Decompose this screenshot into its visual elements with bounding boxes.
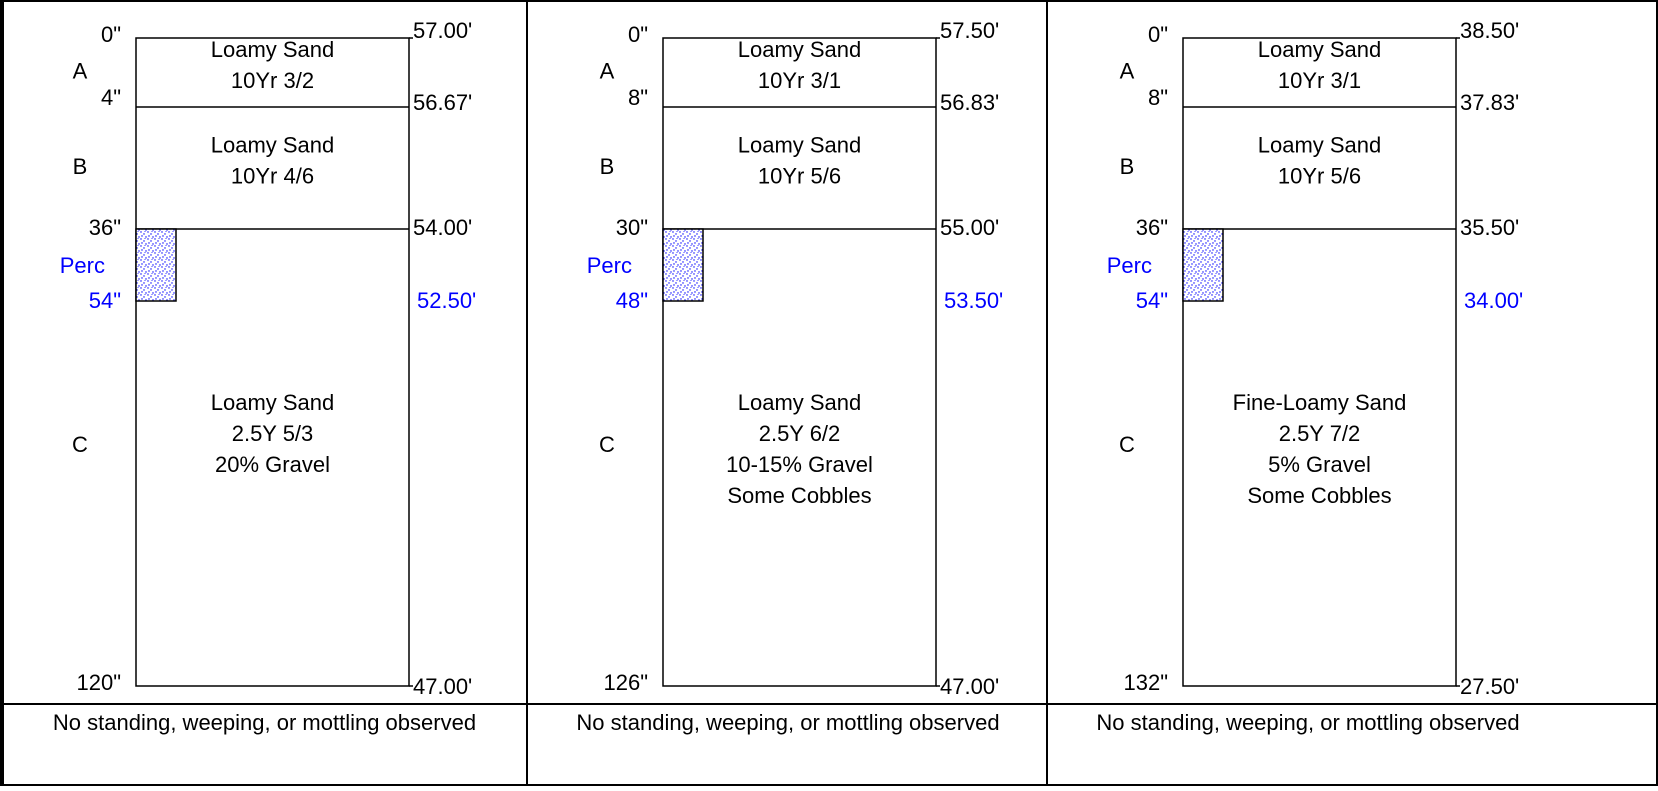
horizon-code: B [73, 154, 88, 179]
horizon-code: B [600, 154, 615, 179]
horizon-description: 5% Gravel [1268, 452, 1371, 477]
depth-label: 126" [603, 670, 648, 695]
horizon-description: Loamy Sand [211, 390, 335, 415]
horizon-description: 2.5Y 6/2 [759, 421, 841, 446]
perc-depth-label: 48" [616, 288, 648, 313]
horizon-code: B [1120, 154, 1135, 179]
perc-elevation-label: 34.00' [1464, 288, 1523, 313]
depth-label: 8" [1148, 85, 1168, 110]
perc-test-hole [1182, 228, 1224, 302]
horizon-description: 2.5Y 5/3 [232, 421, 314, 446]
depth-label: 36" [1136, 215, 1168, 240]
perc-label: Perc [587, 253, 632, 278]
horizon-code: A [73, 59, 88, 84]
soil-profile-panel: 0" 57.50' A 8" 56.83' Loamy Sand 10Yr 3/1 B 30" 5… [576, 18, 1003, 735]
elevation-label: 35.50' [1460, 215, 1519, 240]
depth-label: 30" [616, 215, 648, 240]
depth-label: 8" [628, 85, 648, 110]
elevation-label: 57.50' [940, 18, 999, 43]
profile-column [1182, 37, 1457, 687]
depth-label: 0" [101, 22, 121, 47]
perc-elevation-label: 53.50' [944, 288, 1003, 313]
observation-note: No standing, weeping, or mottling observ… [53, 710, 476, 735]
depth-label: 132" [1123, 670, 1168, 695]
profile-column [662, 37, 937, 687]
horizon-description: Loamy Sand [738, 133, 862, 158]
horizon-code: C [72, 432, 88, 457]
perc-test-hole [135, 228, 177, 302]
profile-column [135, 37, 410, 687]
elevation-label: 47.00' [940, 674, 999, 699]
elevation-label: 47.00' [413, 674, 472, 699]
depth-label: 36" [89, 215, 121, 240]
perc-elevation-label: 52.50' [417, 288, 476, 313]
horizon-description: 10Yr 3/1 [758, 68, 841, 93]
horizon-description: 20% Gravel [215, 452, 330, 477]
elevation-label: 54.00' [413, 215, 472, 240]
horizon-code: A [600, 59, 615, 84]
horizon-description: 10Yr 3/1 [1278, 68, 1361, 93]
horizon-description: Loamy Sand [738, 390, 862, 415]
horizon-description: Loamy Sand [1258, 37, 1382, 62]
horizon-code: C [1119, 432, 1135, 457]
elevation-label: 56.83' [940, 90, 999, 115]
left-edge-bar [0, 0, 4, 786]
horizon-description: Some Cobbles [727, 483, 871, 508]
depth-label: 4" [101, 85, 121, 110]
horizon-description: 10Yr 5/6 [758, 164, 841, 189]
horizon-code: A [1120, 59, 1135, 84]
observation-note: No standing, weeping, or mottling observ… [576, 710, 999, 735]
horizon-description: Loamy Sand [211, 133, 335, 158]
depth-label: 0" [1148, 22, 1168, 47]
horizon-description: 10Yr 5/6 [1278, 164, 1361, 189]
perc-test-hole [662, 228, 704, 302]
horizon-description: 10-15% Gravel [726, 452, 873, 477]
elevation-label: 56.67' [413, 90, 472, 115]
perc-depth-label: 54" [1136, 288, 1168, 313]
horizon-code: C [599, 432, 615, 457]
horizon-description: 10Yr 3/2 [231, 68, 314, 93]
horizon-description: 10Yr 4/6 [231, 164, 314, 189]
observation-note: No standing, weeping, or mottling observ… [1096, 710, 1519, 735]
horizon-description: Some Cobbles [1247, 483, 1391, 508]
soil-profile-panel: 0" 38.50' A 8" 37.83' Loamy Sand 10Yr 3/1 B 36" 3… [1096, 18, 1523, 735]
elevation-label: 27.50' [1460, 674, 1519, 699]
horizon-description: Loamy Sand [738, 37, 862, 62]
depth-label: 0" [628, 22, 648, 47]
horizon-description: Loamy Sand [211, 37, 335, 62]
elevation-label: 38.50' [1460, 18, 1519, 43]
horizon-description: Loamy Sand [1258, 133, 1382, 158]
elevation-label: 55.00' [940, 215, 999, 240]
perc-depth-label: 54" [89, 288, 121, 313]
elevation-label: 37.83' [1460, 90, 1519, 115]
horizon-description: Fine-Loamy Sand [1233, 390, 1407, 415]
elevation-label: 57.00' [413, 18, 472, 43]
depth-label: 120" [76, 670, 121, 695]
horizon-description: 2.5Y 7/2 [1279, 421, 1361, 446]
perc-label: Perc [1107, 253, 1152, 278]
perc-label: Perc [60, 253, 105, 278]
soil-profile-panel: 0" 57.00' A 4" 56.67' Loamy Sand 10Yr 3/2 B 36" 5… [53, 18, 476, 735]
